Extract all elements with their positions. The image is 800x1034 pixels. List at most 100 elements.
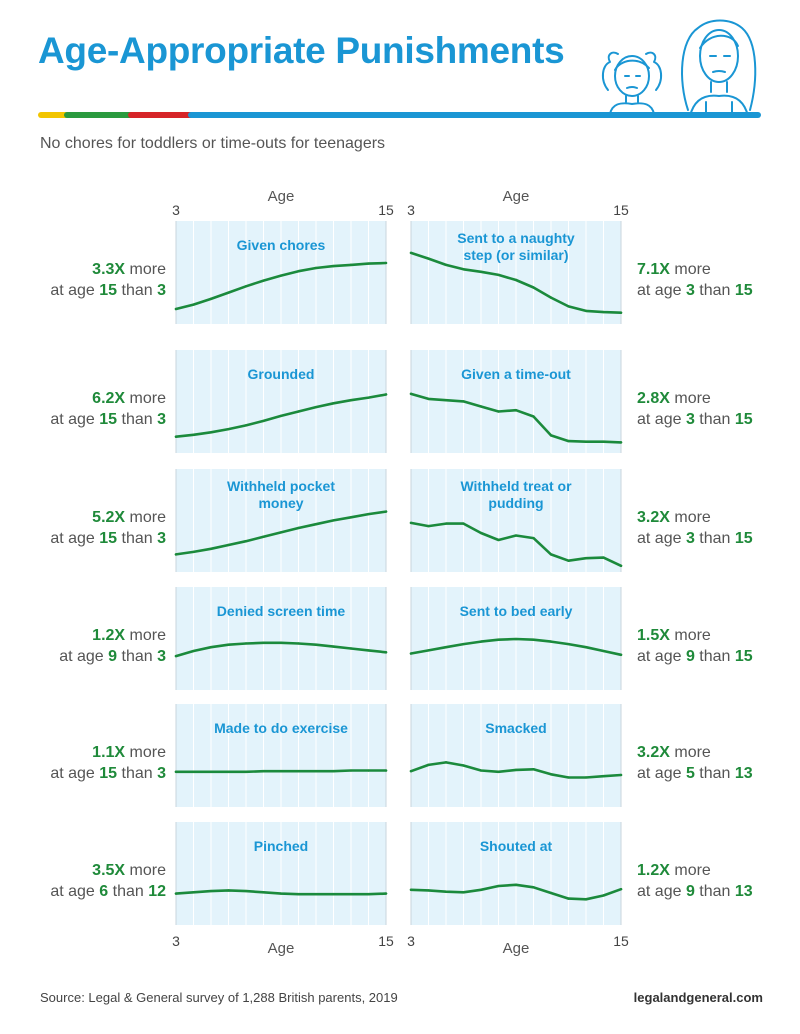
data-point (567, 897, 570, 900)
axis-title-bottom: Age (268, 940, 295, 957)
data-point (209, 889, 213, 893)
data-point (427, 763, 430, 767)
data-point (332, 264, 335, 268)
data-point (549, 296, 553, 299)
age-b-value: 15 (734, 411, 753, 428)
age-b-value: 15 (734, 648, 753, 665)
data-point (584, 440, 588, 443)
data-point (427, 397, 430, 401)
site-link[interactable]: legalandgeneral.com (633, 990, 763, 1005)
panel-title-line: Denied screen time (217, 603, 346, 619)
panel-title-line: Pinched (254, 838, 308, 854)
data-point (314, 643, 318, 646)
panel-annotation: 1.2X more at age 9 than 3 (59, 627, 166, 665)
panel-grounded: Grounded (174, 350, 388, 453)
panel-title: Withheld treat or pudding (460, 478, 572, 511)
panel-sent-to-bed-early: Sent to bed early (409, 587, 623, 690)
data-point (409, 251, 413, 255)
data-point (384, 892, 388, 895)
data-point (549, 773, 553, 776)
data-point (244, 540, 248, 543)
data-point (514, 883, 518, 886)
data-point (384, 261, 388, 265)
data-point (602, 440, 605, 443)
age-a-value: 15 (99, 411, 118, 428)
panel-annotation: 2.8X more at age 3 than 15 (637, 390, 753, 428)
data-point (444, 646, 448, 649)
axis-title-top: Age (268, 188, 295, 205)
data-point (367, 396, 370, 399)
data-point (497, 273, 500, 277)
data-point (279, 769, 283, 773)
data-point (462, 268, 465, 271)
panel-annotation: 3.2X more at age 5 than 13 (637, 744, 753, 782)
data-point (584, 646, 588, 649)
data-point (532, 638, 535, 641)
panel-title-line: Sent to a naughty (457, 230, 575, 246)
data-point (314, 523, 318, 526)
data-point (619, 773, 623, 777)
data-point (514, 534, 518, 537)
factor-value: 1.1X (92, 744, 126, 761)
panel-title: Given a time-out (461, 366, 571, 382)
data-point (409, 521, 413, 525)
age-a-value: 5 (685, 765, 695, 782)
data-point (532, 886, 535, 889)
data-point (444, 761, 448, 764)
data-point (297, 410, 300, 413)
data-point (427, 649, 430, 652)
factor-value: 1.2X (637, 862, 670, 879)
data-point (227, 291, 230, 294)
data-point (192, 649, 195, 653)
data-point (497, 410, 500, 413)
data-point (244, 285, 248, 288)
data-point (227, 643, 230, 646)
panel-title: Withheld pocket money (227, 478, 335, 511)
panel-title-line: Smacked (485, 720, 546, 736)
data-point (244, 642, 248, 645)
axis-title-bottom: Age (503, 940, 530, 957)
data-point (584, 309, 588, 313)
data-point (444, 522, 448, 525)
data-point (332, 519, 335, 522)
data-point (262, 419, 265, 423)
data-point (227, 889, 230, 892)
color-stripe-red (128, 112, 194, 118)
age-a-value: 15 (99, 765, 118, 782)
data-point (462, 522, 465, 525)
data-point (174, 553, 178, 556)
age-a-value: 3 (685, 530, 695, 547)
data-point (549, 640, 553, 643)
age-a-value: 15 (99, 282, 118, 299)
data-point (244, 424, 248, 427)
panel-made-to-do-exercise: Made to do exercise (174, 704, 388, 807)
data-point (479, 270, 483, 273)
data-point (567, 776, 570, 779)
panel-pinched: Pinched (174, 822, 388, 925)
data-point (332, 402, 335, 405)
data-point (479, 405, 483, 408)
data-point (349, 398, 353, 402)
factor-value: 5.2X (92, 509, 126, 526)
age-a-value: 3 (685, 411, 695, 428)
factor-value: 6.2X (92, 390, 126, 407)
data-point (349, 516, 353, 519)
data-point (367, 649, 370, 652)
panel-title: Shouted at (480, 838, 553, 854)
panel-annotation: 3.2X more at age 3 than 15 (637, 509, 753, 547)
panel-annotation: 6.2X more at age 15 than 3 (50, 390, 166, 428)
age-a-value: 9 (108, 648, 118, 665)
data-point (479, 531, 483, 535)
panel-annotation: 3.3X more at age 15 than 3 (50, 261, 166, 299)
data-point (262, 535, 265, 538)
data-point (384, 510, 388, 513)
data-point (174, 654, 178, 658)
data-point (497, 884, 500, 888)
data-point (314, 769, 318, 773)
data-point (462, 764, 465, 767)
data-point (174, 435, 178, 438)
data-point (349, 647, 353, 650)
data-point (192, 433, 195, 437)
data-point (619, 653, 623, 656)
data-point (584, 557, 588, 560)
